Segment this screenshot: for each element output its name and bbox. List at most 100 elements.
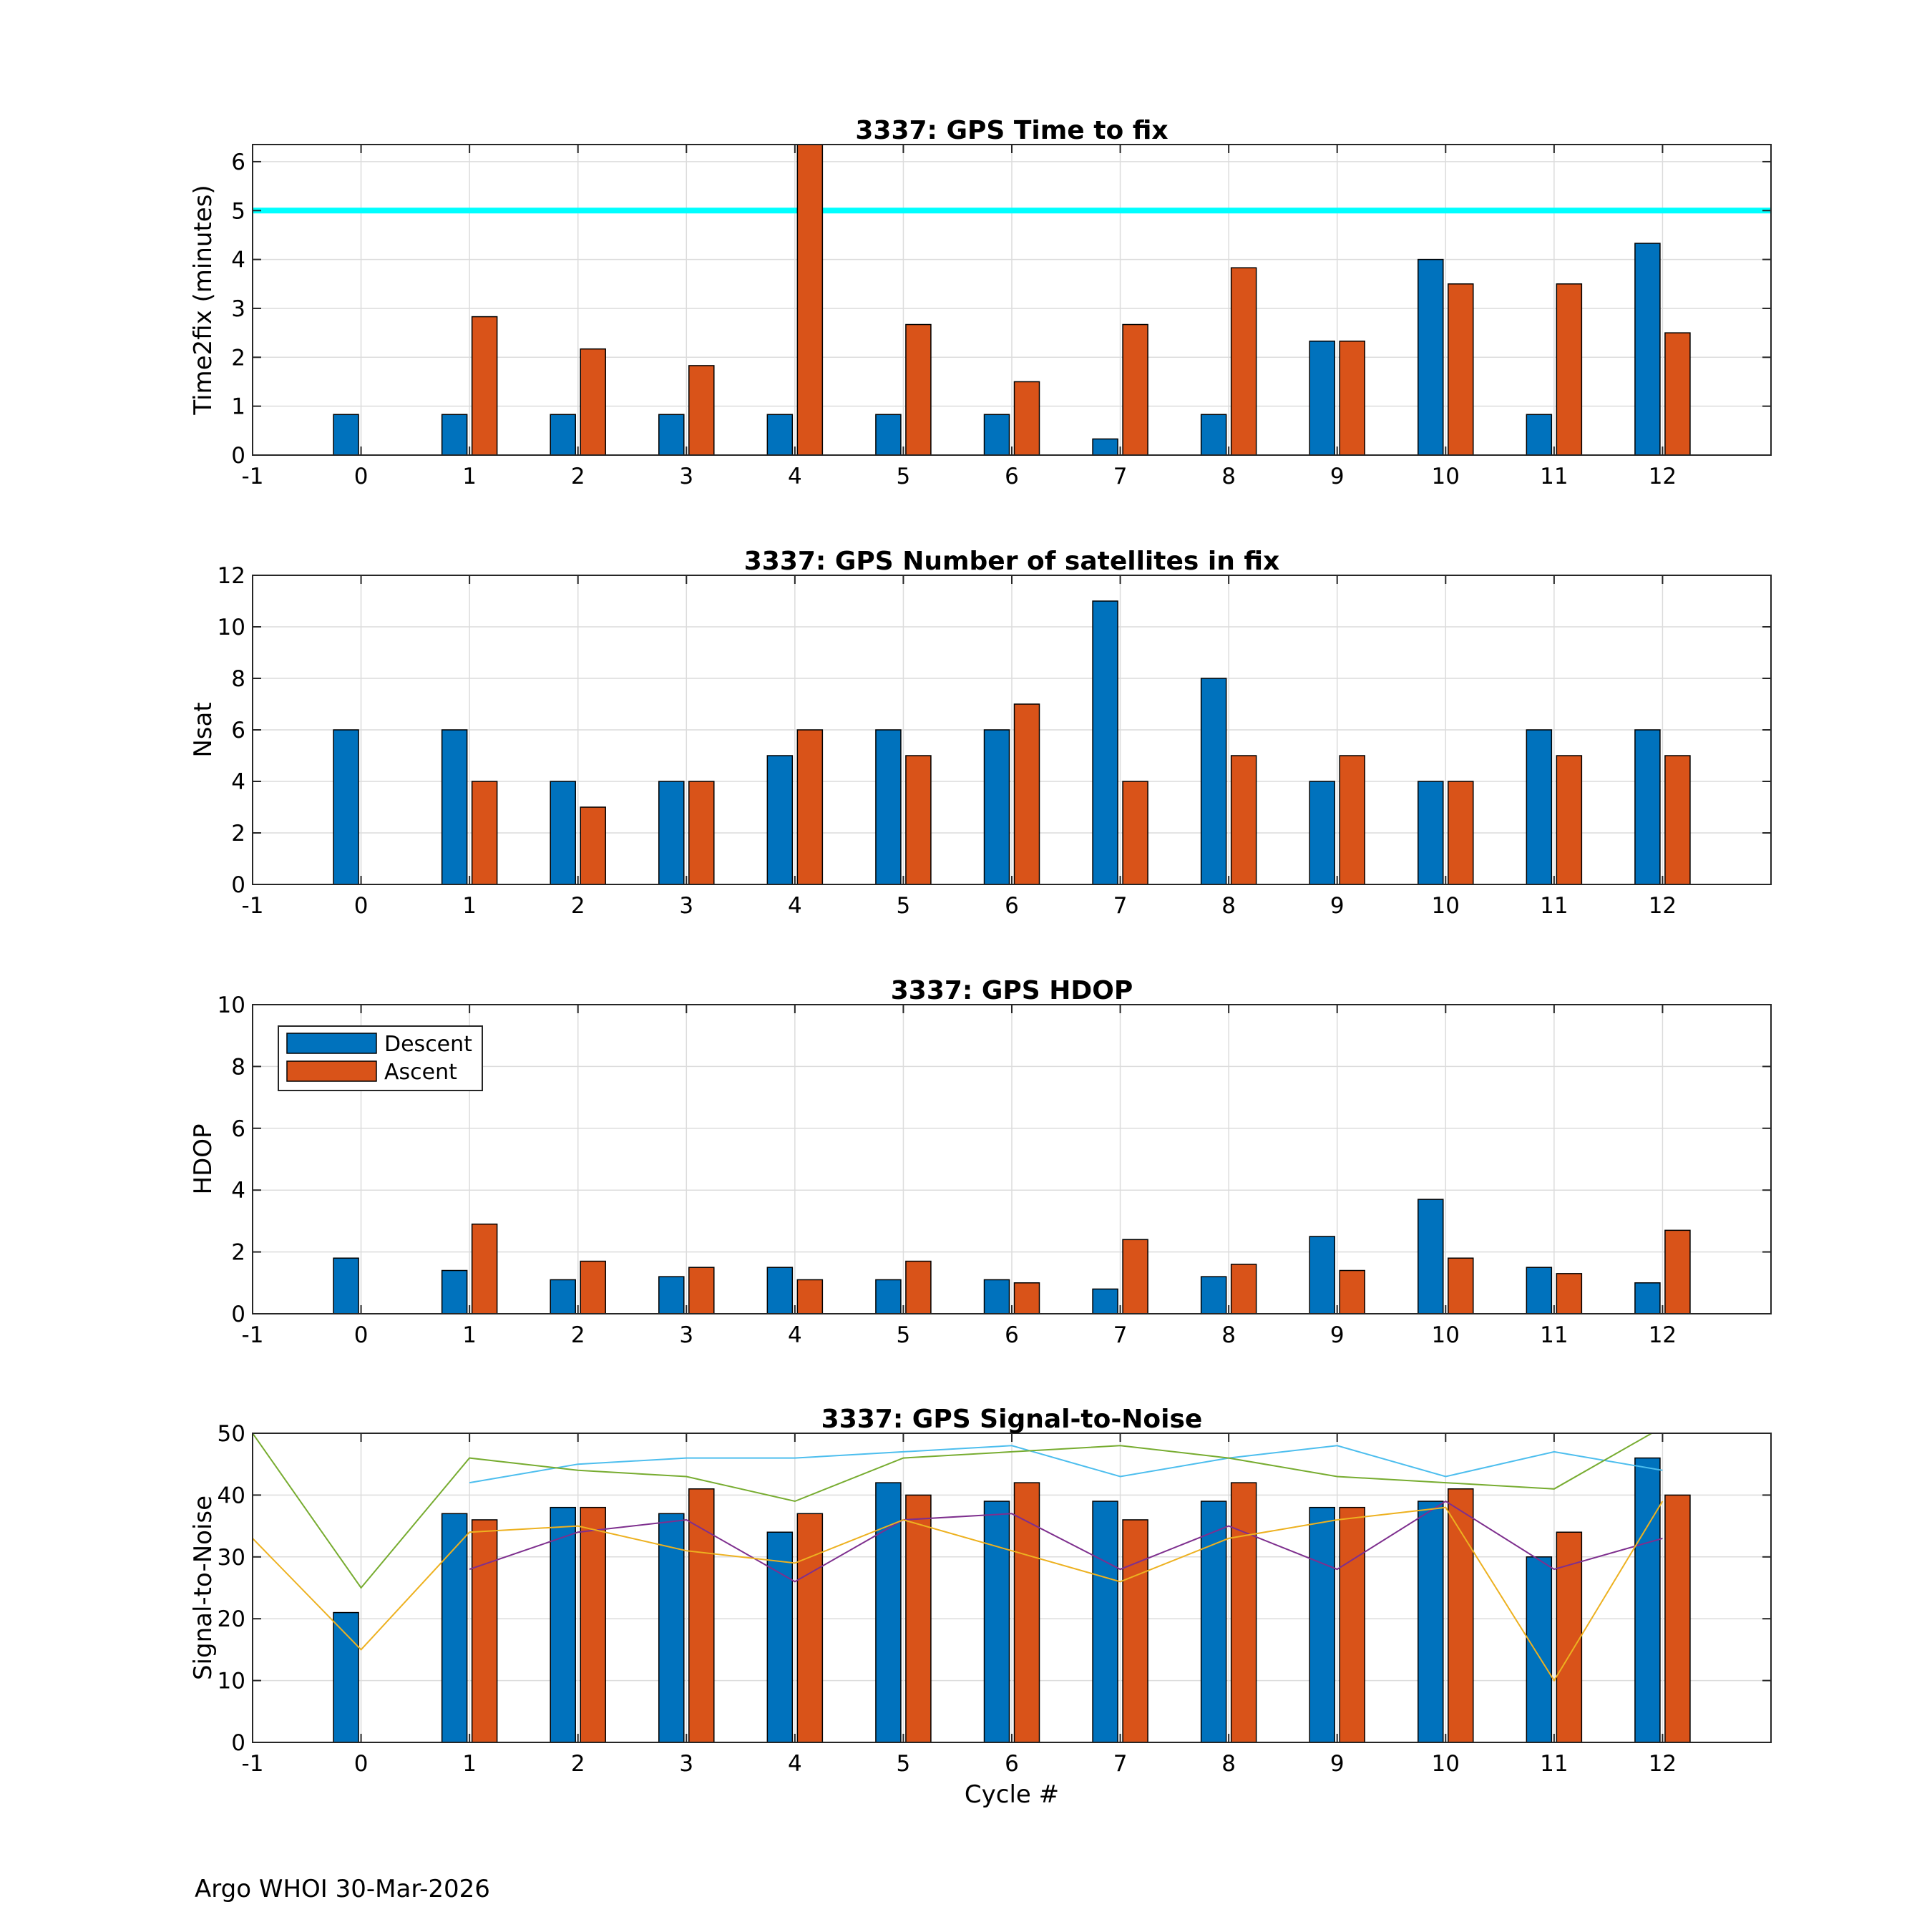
descent-bar-cycle-12 (1634, 243, 1661, 455)
y-tick-label: 10 (218, 1669, 245, 1694)
y-tick-label: 8 (231, 666, 245, 692)
ascent-bar-cycle-1 (471, 1223, 498, 1314)
y-tick-label: 30 (218, 1545, 245, 1571)
y-axis-label: HDOP (189, 1123, 218, 1194)
x-tick-label: 9 (1330, 1322, 1345, 1348)
ascent-bar-cycle-4 (796, 1513, 824, 1742)
legend-label-descent: Descent (384, 1032, 472, 1057)
descent-bar-cycle-3 (658, 1276, 685, 1314)
y-tick-label: 10 (218, 992, 245, 1018)
x-tick-label: -1 (242, 1751, 264, 1777)
x-tick-label: 10 (1432, 464, 1460, 489)
x-tick-label: 1 (462, 1322, 477, 1348)
y-tick-label: 3 (231, 296, 245, 322)
x-tick-label: 4 (788, 464, 802, 489)
x-tick-label: 11 (1540, 464, 1568, 489)
x-tick-label: 8 (1221, 893, 1236, 919)
y-tick-label: 4 (231, 1178, 245, 1204)
descent-bar-cycle-3 (658, 1513, 685, 1742)
y-tick-label: 40 (218, 1483, 245, 1508)
descent-bar-cycle-8 (1200, 1501, 1227, 1742)
descent-bar-cycle-5 (875, 414, 902, 455)
ascent-bar-cycle-7 (1122, 781, 1148, 884)
x-tick-label: 4 (788, 1322, 802, 1348)
ascent-bar-cycle-3 (688, 781, 715, 884)
y-tick-label: 10 (218, 615, 245, 640)
descent-bar-cycle-2 (550, 1279, 576, 1314)
line-purple (469, 1500, 1663, 1583)
line-green (253, 1433, 1654, 1589)
descent-bar-cycle-9 (1309, 341, 1335, 455)
ascent-bar-cycle-6 (1013, 703, 1040, 884)
x-tick-label: 12 (1649, 464, 1677, 489)
ascent-bar-cycle-11 (1556, 1531, 1583, 1742)
descent-bar-cycle-6 (983, 1279, 1010, 1314)
ascent-bar-cycle-7 (1122, 323, 1148, 455)
x-tick-label: 2 (571, 464, 585, 489)
x-tick-label: 7 (1113, 464, 1128, 489)
x-tick-label: 6 (1005, 464, 1019, 489)
plot-content (253, 575, 1771, 884)
x-tick-label: 11 (1540, 893, 1568, 919)
descent-bar-cycle-1 (441, 1513, 468, 1742)
descent-bar-cycle-10 (1418, 1501, 1444, 1742)
ascent-bar-cycle-8 (1230, 1482, 1257, 1742)
descent-bar-cycle-0 (333, 1257, 359, 1314)
descent-bar-cycle-9 (1309, 781, 1335, 884)
descent-bar-cycle-2 (550, 414, 576, 455)
ascent-bar-cycle-8 (1230, 755, 1257, 884)
descent-bar-cycle-7 (1092, 600, 1118, 884)
x-tick-label: 4 (788, 1751, 802, 1777)
x-tick-label: 0 (354, 464, 369, 489)
ascent-bar-cycle-10 (1448, 1488, 1474, 1742)
legend: Descent Ascent (278, 1025, 483, 1091)
descent-bar-cycle-1 (441, 1269, 468, 1314)
ascent-bar-cycle-5 (905, 1260, 932, 1314)
chart-title: 3337: GPS Number of satellites in fix (744, 547, 1280, 576)
x-tick-label: 1 (462, 893, 477, 919)
x-tick-label: -1 (242, 1322, 264, 1348)
plot-content (253, 1433, 1771, 1742)
descent-bar-cycle-4 (766, 755, 794, 884)
descent-bar-cycle-8 (1200, 414, 1227, 455)
x-tick-label: 6 (1005, 1322, 1019, 1348)
descent-bar-cycle-9 (1309, 1506, 1335, 1742)
ascent-bar-cycle-9 (1339, 341, 1365, 455)
descent-bar-cycle-2 (550, 1506, 576, 1742)
x-tick-label: 2 (571, 893, 585, 919)
y-tick-label: 2 (231, 821, 245, 847)
x-tick-label: 6 (1005, 1751, 1019, 1777)
descent-bar-cycle-12 (1634, 729, 1661, 884)
ascent-bar-cycle-4 (796, 145, 824, 455)
ascent-bar-cycle-12 (1664, 1494, 1691, 1742)
x-tick-label: 3 (679, 464, 693, 489)
x-tick-label: 9 (1330, 893, 1345, 919)
y-axis-label: Signal-to-Noise (189, 1496, 218, 1680)
y-tick-label: 4 (231, 248, 245, 273)
ascent-bar-cycle-3 (688, 365, 715, 455)
ascent-bar-cycle-11 (1556, 1273, 1583, 1314)
ascent-bar-cycle-12 (1664, 1229, 1691, 1314)
line-blue (469, 1445, 1663, 1484)
y-tick-label: 2 (231, 345, 245, 371)
x-tick-label: 7 (1113, 1751, 1128, 1777)
descent-bar-cycle-6 (983, 729, 1010, 884)
descent-bar-cycle-11 (1526, 414, 1553, 455)
y-tick-label: 0 (231, 443, 245, 469)
ascent-bar-cycle-2 (580, 1260, 606, 1314)
x-tick-label: 12 (1649, 1751, 1677, 1777)
ascent-bar-cycle-7 (1122, 1519, 1148, 1742)
y-axis-label: Nsat (189, 702, 218, 757)
ascent-bar-cycle-9 (1339, 1506, 1365, 1742)
y-tick-label: 50 (218, 1421, 245, 1447)
ascent-bar-cycle-6 (1013, 1282, 1040, 1314)
descent-bar-cycle-8 (1200, 1276, 1227, 1314)
ascent-bar-cycle-5 (905, 755, 932, 884)
descent-bar-cycle-2 (550, 781, 576, 884)
chart-title: 3337: GPS HDOP (891, 976, 1133, 1005)
descent-bar-cycle-11 (1526, 1267, 1553, 1314)
line-yellow (253, 1501, 1664, 1682)
ascent-bar-cycle-2 (580, 1506, 606, 1742)
